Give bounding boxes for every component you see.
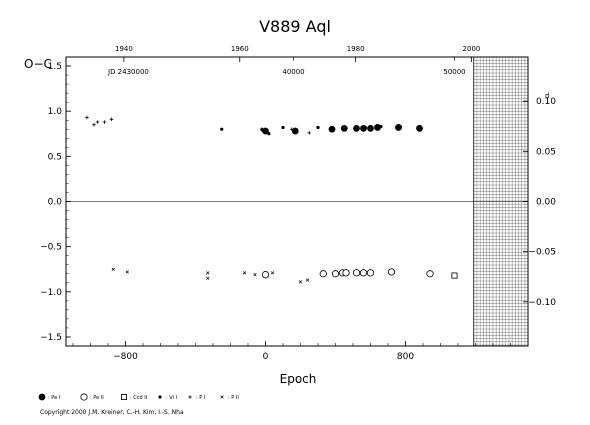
data-point (363, 125, 367, 130)
jd-tick-label: 50000 (443, 68, 465, 76)
legend-label: : P I (196, 395, 205, 401)
data-point (426, 270, 434, 278)
right-axis-unit: d (545, 92, 549, 100)
data-point (342, 269, 350, 277)
legend-marker (80, 393, 88, 401)
data-point (305, 278, 310, 282)
legend-marker (220, 395, 224, 399)
data-point (398, 124, 402, 129)
y-tick-label: 0.5 (48, 152, 62, 162)
data-point (359, 269, 368, 277)
data-point (220, 127, 224, 131)
legend-label: : Vi I (166, 395, 177, 401)
legend-marker (158, 395, 162, 399)
data-point (262, 127, 269, 135)
data-point (206, 276, 210, 280)
data-point (95, 120, 100, 124)
data-point (102, 120, 107, 124)
y-tick-label: 0.0 (48, 198, 63, 208)
legend-label: : P II (228, 395, 239, 401)
right-y-tick-label: −0.05 (528, 248, 556, 258)
x-axis-label: Epoch (280, 372, 317, 386)
data-point (85, 115, 89, 120)
year-tick-label: 1940 (115, 45, 133, 53)
data-point (291, 127, 299, 135)
data-point (340, 124, 348, 132)
y-tick-label: −0.5 (40, 243, 62, 253)
legend: : Pe I : Pe II : Ccd II : Vi I : P I : P II (38, 393, 239, 401)
data-point (298, 280, 303, 284)
data-point (242, 271, 247, 275)
copyright-text: Copyright 2000 J.M. Kreiner, C.-H. Kim, … (40, 409, 184, 416)
data-point (353, 124, 360, 132)
data-point (289, 127, 294, 132)
data-point (260, 128, 264, 132)
data-point (125, 270, 129, 274)
data-point (319, 270, 327, 278)
data-point (206, 271, 210, 275)
year-tick-label: 1960 (231, 45, 249, 53)
data-point (379, 124, 383, 129)
y-tick-label: −1.0 (40, 288, 62, 298)
data-point (267, 132, 271, 136)
data-point (316, 125, 320, 130)
data-point (366, 269, 375, 277)
right-y-tick-label: 0.05 (536, 147, 556, 157)
y-tick-label: 1.0 (48, 107, 63, 117)
right-y-tick-label: 0.10 (536, 97, 556, 107)
x-tick-label: −800 (113, 352, 138, 362)
data-point (451, 272, 458, 279)
y-tick-label: −1.5 (40, 333, 62, 343)
right-y-tick-label: −0.10 (528, 298, 556, 308)
data-point (416, 124, 423, 132)
data-point (331, 270, 340, 278)
data-point (307, 131, 312, 135)
chart-title: V889 Aql (259, 17, 331, 36)
jd-label: JD 2430000 (107, 68, 149, 76)
legend-marker (121, 393, 128, 400)
year-tick-label: 2000 (463, 45, 481, 53)
legend-label: : Pe II (90, 395, 104, 401)
x-tick-label: 800 (397, 352, 414, 362)
jd-tick-label: 40000 (282, 68, 304, 76)
data-point (92, 122, 96, 127)
data-point (367, 124, 374, 132)
data-point (281, 125, 285, 130)
legend-marker (188, 395, 192, 399)
right-y-tick-label: 0.00 (536, 198, 556, 208)
data-point (270, 271, 275, 275)
data-point (328, 125, 336, 133)
legend-label: : Ccd II (130, 395, 147, 401)
legend-marker (38, 393, 46, 401)
data-point (387, 268, 396, 276)
data-point (109, 117, 114, 122)
data-point (374, 124, 381, 131)
year-tick-label: 1980 (347, 45, 365, 53)
y-axis-label: O−C (24, 57, 52, 71)
y-tick-label: 1.5 (48, 62, 62, 72)
data-point (352, 269, 361, 277)
data-point (417, 124, 422, 129)
data-point (253, 273, 257, 277)
x-tick-label: 0 (263, 352, 269, 362)
legend-label: : Pe I (48, 395, 60, 401)
data-point (261, 271, 270, 279)
data-point (111, 267, 115, 271)
